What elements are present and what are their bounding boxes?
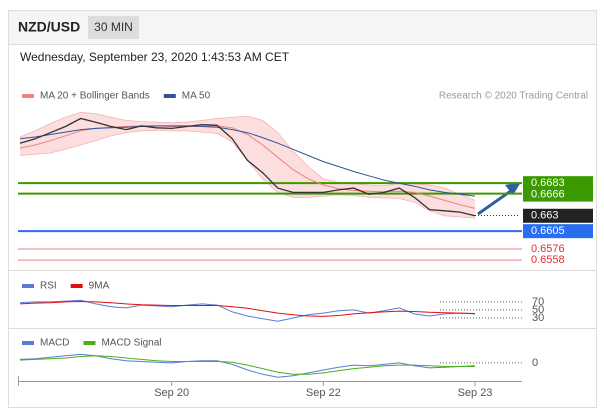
ma-line [19, 125, 476, 197]
legend-swatch [22, 341, 34, 345]
rsi-line [19, 300, 476, 317]
level-label: 0.663 [531, 210, 559, 222]
level-box [523, 176, 593, 191]
legend-label: 9MA [89, 281, 110, 292]
legend-label: MACD Signal [101, 338, 161, 349]
timeframe-box [88, 16, 139, 39]
level-box [523, 224, 593, 239]
legend-label: MA 20 + Bollinger Bands [40, 91, 150, 102]
legend-label: MA 50 [182, 91, 211, 102]
x-tick-label: Sep 23 [458, 387, 493, 399]
level-label: 0.6605 [531, 225, 565, 237]
legend-swatch [22, 94, 34, 98]
level-box [523, 187, 593, 202]
legend-swatch [70, 284, 83, 288]
timeframe: 30 MIN [94, 20, 133, 34]
timestamp: Wednesday, September 23, 2020 1:43:53 AM… [20, 50, 290, 64]
y-tick-label: 50 [532, 304, 544, 316]
level-label: 0.6683 [531, 177, 565, 189]
frame [8, 10, 597, 408]
forecast-arrow-head [505, 182, 521, 195]
rsi-line [19, 299, 476, 322]
level-label: 0.6576 [531, 243, 565, 255]
legend-label: RSI [40, 281, 57, 292]
pair-title: NZD/USD [18, 19, 80, 35]
y-tick-label: 30 [532, 312, 544, 324]
legend-swatch [22, 284, 34, 288]
x-tick-label: Sep 22 [306, 387, 341, 399]
x-tick-label: Sep 20 [154, 387, 189, 399]
legend-swatch [83, 341, 96, 345]
credit: Research © 2020 Trading Central [439, 91, 588, 102]
forecast-arrow [477, 186, 516, 216]
y-tick-label: 0 [532, 357, 538, 369]
legend-label: MACD [40, 338, 69, 349]
y-tick-label: 70 [532, 296, 544, 308]
level-label: 0.6558 [531, 254, 565, 266]
level-label: 0.6666 [531, 189, 565, 201]
level-box [523, 208, 593, 223]
price-line [19, 117, 476, 217]
macd-line [19, 355, 475, 375]
legend-swatch [163, 94, 176, 98]
